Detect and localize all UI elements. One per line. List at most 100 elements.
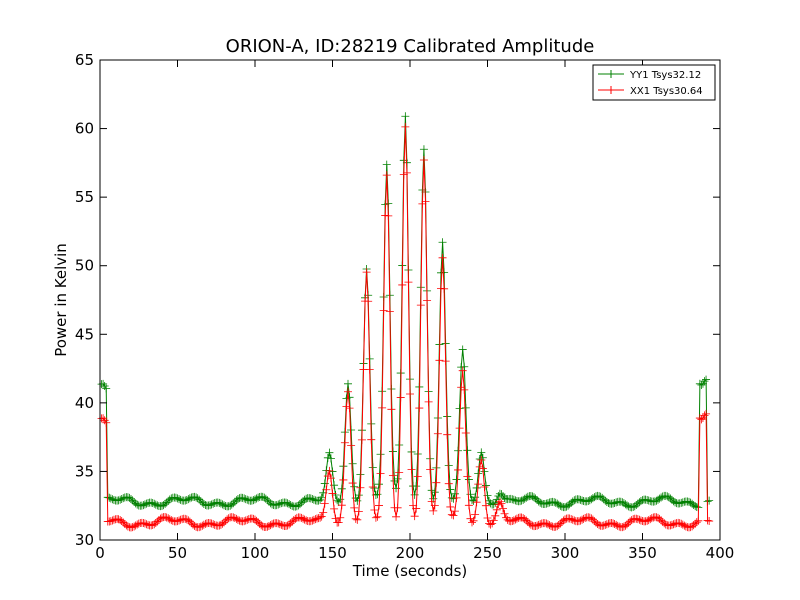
- data-point-marker: [492, 495, 501, 504]
- data-point-marker: [705, 496, 714, 505]
- data-point-marker: [371, 513, 380, 522]
- data-point-marker: [161, 513, 170, 522]
- data-point-marker: [601, 520, 610, 529]
- data-point-marker: [137, 501, 146, 510]
- data-point-marker: [192, 493, 201, 502]
- series-line: [101, 126, 710, 528]
- data-point-marker: [330, 504, 339, 513]
- data-point-marker: [669, 497, 678, 506]
- legend-label: XX1 Tsys30.64: [630, 86, 703, 97]
- data-point-marker: [464, 501, 473, 510]
- data-point-marker: [123, 493, 132, 502]
- data-point-marker: [344, 379, 352, 388]
- data-point-marker: [367, 435, 376, 444]
- data-point-marker: [447, 510, 456, 519]
- data-point-marker: [283, 521, 292, 530]
- data-point-marker: [342, 402, 351, 411]
- data-point-marker: [218, 500, 227, 509]
- data-point-marker: [175, 516, 184, 525]
- data-point-marker: [182, 495, 191, 504]
- legend-marker: [607, 70, 615, 78]
- data-point-marker: [241, 516, 250, 525]
- data-point-marker: [354, 491, 363, 500]
- data-point-marker: [306, 494, 315, 503]
- data-point-marker: [398, 280, 407, 289]
- legend: YY1 Tsys32.12 XX1 Tsys30.64: [592, 64, 716, 101]
- data-point-marker: [164, 514, 173, 523]
- data-point-marker: [623, 501, 631, 510]
- data-point-marker: [643, 516, 652, 525]
- data-point-marker: [497, 490, 506, 499]
- data-point-marker: [150, 499, 159, 508]
- data-point-marker: [516, 497, 525, 506]
- data-point-marker: [427, 497, 436, 506]
- data-point-marker: [251, 495, 259, 504]
- data-point-marker: [156, 514, 165, 523]
- data-point-marker: [666, 521, 675, 530]
- data-point-marker: [636, 496, 645, 505]
- data-point-marker: [466, 514, 475, 523]
- chart-title: ORION-A, ID:28219 Calibrated Amplitude: [226, 36, 595, 57]
- data-point-marker: [283, 499, 292, 508]
- data-point-marker: [455, 424, 464, 433]
- data-point-marker: [173, 517, 182, 526]
- x-tick-label: 300: [551, 544, 580, 562]
- data-point-marker: [313, 514, 321, 523]
- data-point-marker: [635, 498, 644, 507]
- data-point-marker: [609, 499, 618, 508]
- data-point-marker: [277, 520, 286, 529]
- data-point-marker: [443, 430, 452, 439]
- data-point-marker: [534, 497, 543, 506]
- data-point-marker: [472, 483, 481, 492]
- data-point-marker: [509, 516, 518, 525]
- data-point-marker: [410, 512, 419, 521]
- data-point-marker: [407, 465, 416, 474]
- data-point-marker: [554, 500, 563, 509]
- data-point-marker: [522, 493, 531, 502]
- legend-marker: [607, 86, 615, 94]
- data-point-marker: [175, 495, 184, 504]
- data-point-marker: [399, 170, 408, 179]
- data-point-marker: [232, 514, 241, 523]
- data-point-marker: [337, 501, 346, 510]
- data-point-marker: [184, 495, 193, 504]
- data-point-marker: [406, 389, 414, 398]
- data-point-marker: [463, 472, 472, 481]
- data-point-marker: [500, 494, 509, 503]
- data-point-marker: [309, 515, 318, 524]
- data-point-marker: [229, 513, 238, 522]
- data-point-marker: [667, 520, 676, 529]
- data-point-marker: [319, 508, 328, 517]
- data-point-marker: [392, 512, 401, 521]
- data-point-marker: [388, 447, 397, 456]
- data-point-marker: [438, 253, 447, 262]
- data-point-marker: [446, 502, 455, 511]
- data-point-marker: [646, 515, 655, 524]
- data-point-marker: [702, 409, 711, 418]
- data-point-marker: [209, 499, 218, 508]
- data-point-marker: [322, 485, 331, 494]
- data-point-marker: [122, 521, 131, 530]
- y-tick-label: 35: [75, 462, 94, 480]
- data-point-marker: [692, 502, 701, 511]
- x-tick-label: 250: [473, 544, 502, 562]
- data-point-marker: [463, 446, 472, 455]
- data-point-marker: [308, 516, 317, 525]
- data-point-marker: [105, 493, 114, 502]
- data-point-marker: [424, 397, 433, 406]
- data-point-marker: [308, 495, 317, 504]
- data-point-marker: [295, 513, 304, 522]
- data-point-marker: [675, 499, 684, 508]
- data-point-marker: [478, 453, 487, 462]
- data-point-marker: [292, 502, 301, 511]
- data-point-marker: [430, 501, 439, 510]
- data-point-marker: [553, 499, 562, 508]
- data-point-marker: [542, 519, 551, 528]
- data-point-marker: [661, 491, 670, 500]
- data-point-marker: [619, 499, 628, 508]
- data-point-marker: [478, 464, 487, 473]
- data-point-marker: [375, 480, 383, 489]
- data-point-marker: [421, 197, 430, 206]
- data-point-marker: [325, 448, 334, 457]
- data-point-marker: [232, 496, 241, 505]
